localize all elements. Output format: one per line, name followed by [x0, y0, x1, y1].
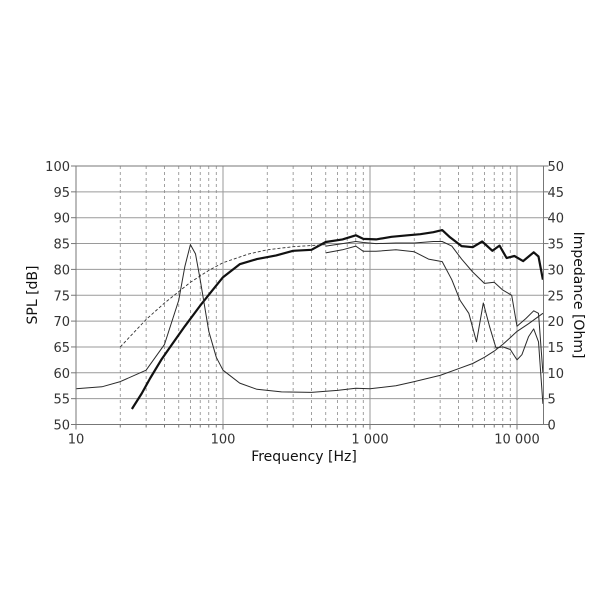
curve-spl-30-deg	[325, 241, 544, 373]
y-tick-label: 85	[53, 238, 70, 253]
y2-tick-label: 20	[548, 315, 565, 330]
curve-impedance	[75, 244, 544, 393]
curve-spl-simulated-dashed-	[119, 244, 326, 348]
y-tick-label: 100	[45, 160, 70, 175]
x-axis-ticks: 10 100 1 000 10 000	[68, 424, 540, 448]
y-tick-label: 95	[53, 186, 70, 201]
x-tick-label: 10 000	[494, 433, 540, 448]
y-tick-label: 50	[53, 419, 70, 434]
curve-spl-60-deg	[325, 245, 544, 404]
curve-spl-on-axis-bold-	[130, 229, 544, 410]
y2-tick-label: 10	[548, 367, 565, 382]
x-tick-label: 100	[211, 433, 236, 448]
y2-tick-label: 50	[548, 160, 565, 175]
y2-tick-label: 30	[548, 263, 565, 278]
y-tick-label: 70	[53, 315, 70, 330]
x-axis-label: Frequency [Hz]	[251, 449, 357, 465]
y-tick-label: 55	[53, 393, 70, 408]
y2-tick-label: 5	[548, 393, 556, 408]
x-tick-label: 1 000	[351, 433, 388, 448]
y-tick-label: 60	[53, 367, 70, 382]
y-tick-label: 75	[53, 289, 70, 304]
y-axis-left-ticks: 50 55 60 65 70 75 80 85 90 95 100	[45, 160, 76, 434]
y-tick-label: 80	[53, 263, 70, 278]
y2-tick-label: 15	[548, 341, 565, 356]
y2-tick-label: 0	[548, 419, 556, 434]
y2-tick-label: 35	[548, 238, 565, 253]
y-tick-label: 90	[53, 212, 70, 227]
y-axis-left-label: SPL [dB]	[25, 266, 41, 325]
y-axis-right-ticks: 0 5 10 15 20 25 30 35 40 45 50	[543, 160, 565, 434]
x-tick-label: 10	[68, 433, 85, 448]
plot-frame	[75, 165, 544, 425]
y2-tick-label: 25	[548, 289, 565, 304]
data-curves	[75, 229, 544, 410]
y-axis-right-label: Impedance [Ohm]	[570, 232, 586, 359]
y2-tick-label: 40	[548, 212, 565, 227]
y2-tick-label: 45	[548, 186, 565, 201]
y-tick-label: 65	[53, 341, 70, 356]
